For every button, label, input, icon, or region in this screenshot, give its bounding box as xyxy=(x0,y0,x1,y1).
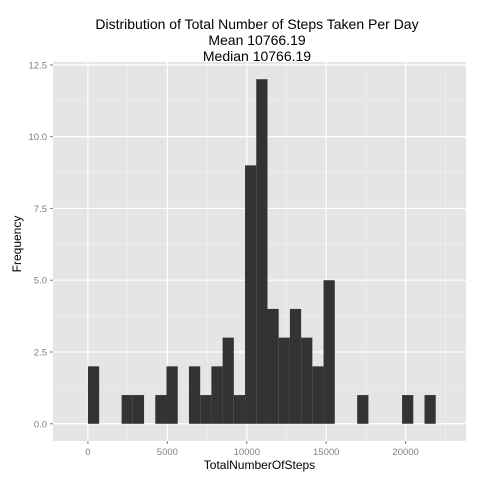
histogram-bar xyxy=(121,395,133,424)
x-tick-label: 20000 xyxy=(392,447,418,458)
y-tick-label: 12.5 xyxy=(29,60,48,71)
x-tick-label: 15000 xyxy=(313,447,339,458)
histogram-bar xyxy=(278,337,290,424)
y-axis: 0.0 2.5 5.0 7.5 10.0 12.5 xyxy=(29,60,53,430)
histogram-bar xyxy=(289,308,302,424)
histogram-bar xyxy=(222,337,234,424)
histogram-bar xyxy=(188,366,201,424)
histogram-bar xyxy=(357,395,369,424)
histogram-bar xyxy=(211,366,223,424)
histogram-bar xyxy=(166,366,178,424)
histogram-bar xyxy=(132,395,145,424)
histogram-bar xyxy=(245,165,257,424)
chart-title: Distribution of Total Number of Steps Ta… xyxy=(95,16,419,32)
x-tick-label: 10000 xyxy=(234,447,260,458)
histogram-bar xyxy=(155,395,167,424)
histogram-bar xyxy=(200,395,212,424)
y-tick-label: 5.0 xyxy=(34,276,47,287)
y-tick-label: 7.5 xyxy=(34,204,47,215)
histogram-bar xyxy=(323,280,335,424)
x-tick-label: 0 xyxy=(85,447,90,458)
y-tick-label: 2.5 xyxy=(34,347,47,358)
x-tick-label: 5000 xyxy=(157,447,178,458)
histogram-bar xyxy=(87,366,100,424)
histogram-bar xyxy=(267,308,279,424)
histogram-bar xyxy=(256,79,268,424)
histogram-bar xyxy=(312,366,324,424)
y-tick-label: 10.0 xyxy=(29,132,48,143)
histogram-bar xyxy=(424,395,436,424)
x-axis-label: TotalNumberOfSteps xyxy=(203,458,316,472)
histogram-bars xyxy=(87,79,436,424)
chart-subtitle-median: Median 10766.19 xyxy=(202,48,312,64)
y-axis-label: Frequency xyxy=(10,215,24,273)
histogram-bar xyxy=(233,395,246,424)
y-tick-label: 0.0 xyxy=(34,419,47,430)
histogram-bar xyxy=(402,395,414,424)
x-axis: 0 5000 10000 15000 20000 xyxy=(85,441,419,458)
chart-subtitle-mean: Mean 10766.19 xyxy=(208,32,306,48)
histogram-bar xyxy=(301,337,313,424)
